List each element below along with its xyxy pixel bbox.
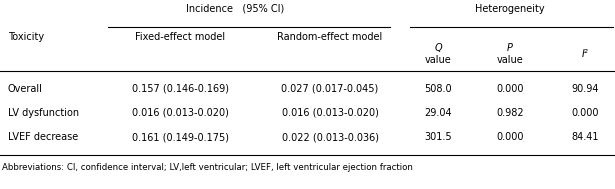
Text: Random-effect model: Random-effect model <box>277 32 383 42</box>
Text: 29.04: 29.04 <box>424 108 452 118</box>
Text: 301.5: 301.5 <box>424 132 452 142</box>
Text: Q: Q <box>434 43 442 53</box>
Text: 84.41: 84.41 <box>571 132 599 142</box>
Text: 0.982: 0.982 <box>496 108 524 118</box>
Text: 0.000: 0.000 <box>496 84 524 94</box>
Text: 0.022 (0.013-0.036): 0.022 (0.013-0.036) <box>282 132 378 142</box>
Text: Toxicity: Toxicity <box>8 32 44 42</box>
Text: 0.016 (0.013-0.020): 0.016 (0.013-0.020) <box>282 108 378 118</box>
Text: Abbreviations: CI, confidence interval; LV,left ventricular; LVEF, left ventricu: Abbreviations: CI, confidence interval; … <box>2 163 413 171</box>
Text: Overall: Overall <box>8 84 43 94</box>
Text: P: P <box>507 43 513 53</box>
Text: 0.161 (0.149-0.175): 0.161 (0.149-0.175) <box>132 132 229 142</box>
Text: 0.000: 0.000 <box>571 108 599 118</box>
Text: value: value <box>424 55 451 65</box>
Text: 0.027 (0.017-0.045): 0.027 (0.017-0.045) <box>282 84 379 94</box>
Text: 508.0: 508.0 <box>424 84 452 94</box>
Text: 0.016 (0.013-0.020): 0.016 (0.013-0.020) <box>132 108 228 118</box>
Text: LVEF decrease: LVEF decrease <box>8 132 78 142</box>
Text: 0.157 (0.146-0.169): 0.157 (0.146-0.169) <box>132 84 229 94</box>
Text: 0.000: 0.000 <box>496 132 524 142</box>
Text: I²: I² <box>582 49 589 59</box>
Text: Incidence   (95% CI): Incidence (95% CI) <box>186 4 284 14</box>
Text: Heterogeneity: Heterogeneity <box>475 4 545 14</box>
Text: Fixed-effect model: Fixed-effect model <box>135 32 225 42</box>
Text: value: value <box>497 55 523 65</box>
Text: 90.94: 90.94 <box>571 84 599 94</box>
Text: LV dysfunction: LV dysfunction <box>8 108 79 118</box>
